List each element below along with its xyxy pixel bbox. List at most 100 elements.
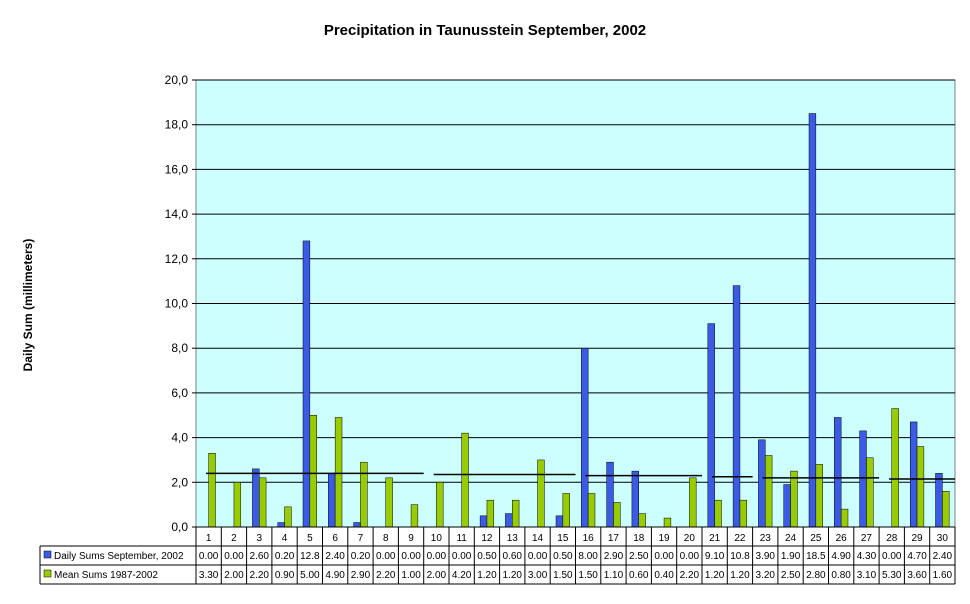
bar-mean-21 bbox=[714, 499, 722, 528]
bar-mean-12 bbox=[486, 499, 495, 528]
x-tick-label: 4 bbox=[282, 533, 288, 544]
y-tick-label: 6,0 bbox=[171, 386, 188, 400]
data-label-mean: 1.10 bbox=[604, 570, 624, 581]
data-label-mean: 1.20 bbox=[730, 570, 750, 581]
data-label-daily: 0.00 bbox=[680, 551, 700, 562]
data-label-mean: 1.20 bbox=[503, 570, 523, 581]
x-tick-label: 10 bbox=[431, 533, 443, 544]
bar-mean-7 bbox=[360, 461, 368, 528]
x-tick-label: 2 bbox=[231, 533, 237, 544]
x-tick-label: 19 bbox=[658, 533, 670, 544]
data-label-mean: 2.20 bbox=[680, 570, 700, 581]
bar-daily-26 bbox=[834, 417, 842, 528]
x-tick-label: 5 bbox=[307, 533, 313, 544]
y-tick-label: 4,0 bbox=[171, 431, 188, 445]
x-tick-label: 17 bbox=[608, 533, 620, 544]
x-tick-label: 21 bbox=[709, 533, 721, 544]
data-label-mean: 2.50 bbox=[781, 570, 801, 581]
data-label-daily: 0.50 bbox=[477, 551, 497, 562]
data-label-mean: 1.00 bbox=[401, 570, 421, 581]
legend-label-mean: Mean Sums 1987-2002 bbox=[54, 570, 158, 581]
legend-swatch-mean bbox=[43, 569, 52, 578]
bar-daily-6 bbox=[328, 473, 336, 528]
bar-daily-17 bbox=[606, 461, 614, 528]
x-tick-label: 24 bbox=[785, 533, 797, 544]
data-label-mean: 2.00 bbox=[224, 570, 244, 581]
bar-daily-25 bbox=[808, 113, 817, 528]
data-label-mean: 2.20 bbox=[250, 570, 270, 581]
chart-title: Precipitation in Taunusstein September, … bbox=[323, 22, 647, 39]
data-label-daily: 0.20 bbox=[351, 551, 371, 562]
bar-mean-28 bbox=[891, 408, 899, 528]
x-tick-label: 13 bbox=[507, 533, 519, 544]
bar-mean-15 bbox=[562, 493, 570, 528]
data-label-daily: 0.00 bbox=[882, 551, 902, 562]
data-label-mean: 3.00 bbox=[528, 570, 548, 581]
data-label-mean: 4.20 bbox=[452, 570, 472, 581]
bar-mean-6 bbox=[334, 417, 343, 528]
data-label-mean: 0.90 bbox=[275, 570, 295, 581]
data-label-mean: 3.60 bbox=[907, 570, 927, 581]
bar-mean-19 bbox=[663, 517, 672, 528]
data-label-mean: 1.60 bbox=[933, 570, 953, 581]
bar-daily-22 bbox=[732, 285, 741, 528]
x-tick-label: 12 bbox=[481, 533, 493, 544]
bar-mean-10 bbox=[436, 482, 444, 528]
x-tick-label: 22 bbox=[734, 533, 746, 544]
bar-mean-8 bbox=[385, 477, 393, 528]
data-label-daily: 0.00 bbox=[199, 551, 219, 562]
bar-mean-11 bbox=[461, 432, 469, 528]
x-tick-label: 27 bbox=[861, 533, 873, 544]
bar-mean-9 bbox=[410, 504, 419, 528]
bar-daily-24 bbox=[783, 484, 791, 528]
x-tick-label: 23 bbox=[760, 533, 772, 544]
bar-mean-14 bbox=[537, 459, 545, 528]
bar-daily-15 bbox=[555, 515, 564, 528]
data-label-daily: 0.20 bbox=[275, 551, 295, 562]
data-label-mean: 0.40 bbox=[654, 570, 674, 581]
bar-mean-22 bbox=[739, 499, 748, 528]
bar-daily-7 bbox=[353, 522, 361, 528]
bar-daily-3 bbox=[252, 468, 260, 528]
legend-swatch-daily bbox=[43, 550, 52, 559]
data-label-mean: 5.30 bbox=[882, 570, 902, 581]
data-label-daily: 9.10 bbox=[705, 551, 725, 562]
data-label-daily: 2.50 bbox=[629, 551, 649, 562]
x-tick-label: 20 bbox=[684, 533, 696, 544]
bar-mean-3 bbox=[259, 477, 267, 528]
x-tick-label: 8 bbox=[383, 533, 389, 544]
bar-daily-16 bbox=[581, 347, 589, 528]
y-tick-label: 18,0 bbox=[165, 118, 189, 132]
data-label-daily: 2.90 bbox=[604, 551, 624, 562]
bar-daily-30 bbox=[935, 473, 943, 528]
data-label-mean: 2.80 bbox=[806, 570, 826, 581]
x-tick-label: 28 bbox=[886, 533, 898, 544]
data-label-mean: 3.10 bbox=[857, 570, 877, 581]
data-label-mean: 3.20 bbox=[756, 570, 776, 581]
x-tick-label: 11 bbox=[456, 533, 467, 544]
data-label-daily: 0.00 bbox=[401, 551, 421, 562]
y-tick-label: 2,0 bbox=[171, 475, 188, 489]
bar-daily-29 bbox=[909, 421, 918, 528]
data-label-daily: 0.00 bbox=[224, 551, 244, 562]
bar-mean-29 bbox=[916, 446, 925, 528]
bar-mean-5 bbox=[309, 415, 317, 528]
data-label-daily: 2.40 bbox=[933, 551, 953, 562]
data-label-mean: 0.60 bbox=[629, 570, 649, 581]
x-tick-label: 30 bbox=[937, 533, 949, 544]
x-tick-label: 26 bbox=[836, 533, 848, 544]
data-label-mean: 0.80 bbox=[831, 570, 851, 581]
data-label-daily: 0.00 bbox=[427, 551, 447, 562]
data-label-mean: 1.20 bbox=[705, 570, 725, 581]
data-label-daily: 0.00 bbox=[376, 551, 396, 562]
bar-mean-13 bbox=[512, 499, 520, 528]
x-tick-label: 3 bbox=[256, 533, 262, 544]
bar-daily-21 bbox=[707, 323, 715, 528]
data-label-daily: 1.90 bbox=[781, 551, 801, 562]
bar-daily-27 bbox=[859, 430, 867, 528]
bar-daily-12 bbox=[479, 515, 488, 528]
data-label-mean: 3.30 bbox=[199, 570, 219, 581]
bar-mean-27 bbox=[866, 457, 874, 528]
bar-mean-16 bbox=[587, 493, 596, 528]
